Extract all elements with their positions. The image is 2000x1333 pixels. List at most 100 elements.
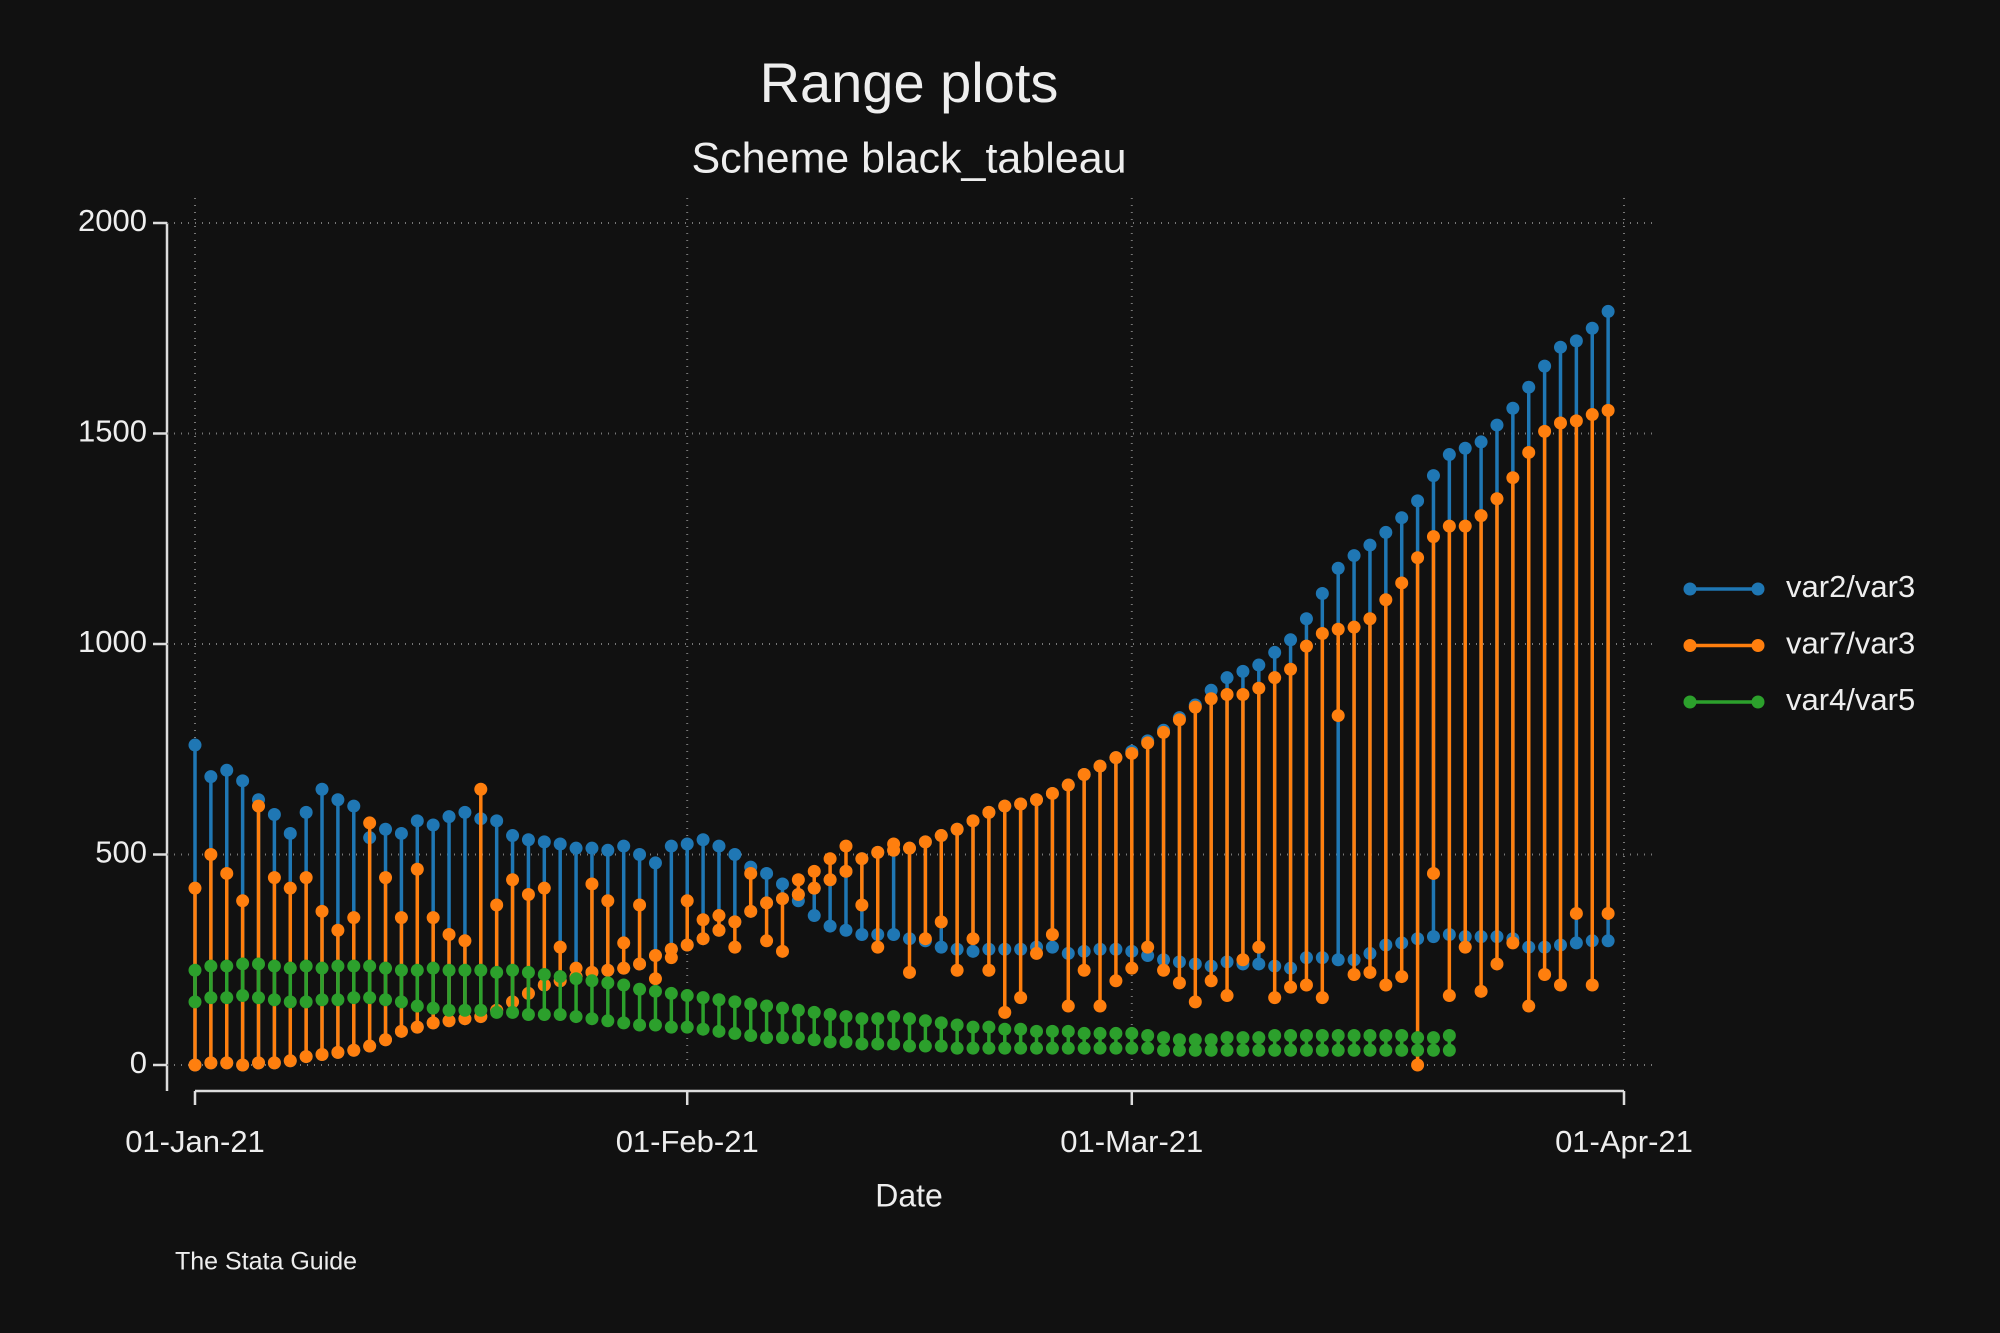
range-end — [950, 963, 964, 977]
range-end — [1490, 957, 1504, 971]
range-end — [1268, 991, 1282, 1005]
range-end — [1014, 1022, 1028, 1036]
range-end — [236, 774, 250, 788]
range-end — [871, 1037, 885, 1051]
range-end — [1125, 1026, 1139, 1040]
range-end — [712, 909, 726, 923]
range-end — [617, 839, 631, 853]
range-end — [966, 932, 980, 946]
range-end — [1347, 1043, 1361, 1057]
range-end — [1236, 688, 1250, 702]
range-end — [1045, 940, 1059, 954]
range-end — [918, 932, 932, 946]
range-end — [807, 1005, 821, 1019]
range-end — [299, 1050, 313, 1064]
range-end — [1490, 418, 1504, 432]
range-end — [728, 915, 742, 929]
range-end — [442, 927, 456, 941]
range-end — [601, 1014, 615, 1028]
range-end — [823, 852, 837, 866]
range-end — [521, 965, 535, 979]
range-end — [1252, 681, 1266, 695]
range-end — [1553, 978, 1567, 992]
x-tick-label: 01-Jan-21 — [125, 1124, 265, 1159]
range-end — [458, 1003, 472, 1017]
range-end — [1268, 1043, 1282, 1057]
range-end — [347, 1043, 361, 1057]
range-end — [1569, 334, 1583, 348]
range-end — [617, 961, 631, 975]
range-end — [204, 959, 218, 973]
range-end — [1077, 768, 1091, 782]
range-end — [1204, 1043, 1218, 1057]
range-end — [347, 959, 361, 973]
range-end — [1395, 576, 1409, 590]
range-end — [839, 1035, 853, 1049]
range-end — [315, 1047, 329, 1061]
range-end — [712, 1024, 726, 1038]
range-end — [1601, 906, 1615, 920]
range-end — [1585, 321, 1599, 335]
range-end — [267, 871, 281, 885]
range-end — [696, 913, 710, 927]
range-end — [1315, 1029, 1329, 1043]
range-end — [664, 986, 678, 1000]
range-end — [1585, 408, 1599, 422]
range-end — [379, 1033, 393, 1047]
range-end — [1426, 866, 1440, 880]
range-end — [839, 923, 853, 937]
range-end — [664, 1020, 678, 1034]
range-end — [204, 770, 218, 784]
range-end — [966, 1041, 980, 1055]
range-end — [918, 1039, 932, 1053]
range-end — [966, 814, 980, 828]
x-tick-label: 01-Apr-21 — [1555, 1124, 1693, 1159]
range-end — [1315, 626, 1329, 640]
range-end — [506, 1005, 520, 1019]
range-end — [1569, 414, 1583, 428]
range-end — [1252, 1043, 1266, 1057]
range-end — [442, 963, 456, 977]
range-end — [633, 957, 647, 971]
range-end — [585, 877, 599, 891]
range-end — [299, 805, 313, 819]
range-end — [188, 963, 202, 977]
range-end — [1204, 692, 1218, 706]
range-end — [1411, 494, 1425, 508]
range-end — [1395, 511, 1409, 525]
range-end — [1442, 989, 1456, 1003]
range-end — [918, 1014, 932, 1028]
range-end — [998, 1005, 1012, 1019]
range-end — [633, 848, 647, 861]
range-end — [1109, 1026, 1123, 1040]
range-end — [1522, 380, 1536, 394]
range-end — [1220, 688, 1234, 702]
range-end — [331, 1045, 345, 1059]
range-end — [458, 934, 472, 948]
range-end — [934, 829, 948, 843]
range-end — [1315, 991, 1329, 1005]
range-end — [315, 961, 329, 975]
range-end — [1379, 1029, 1393, 1043]
range-end — [1458, 940, 1472, 954]
range-end — [1411, 1058, 1425, 1072]
range-end — [1299, 612, 1313, 626]
range-end — [236, 957, 250, 971]
range-end — [252, 1056, 266, 1070]
range-end — [442, 1003, 456, 1017]
range-end — [331, 993, 345, 1007]
range-end — [855, 1012, 869, 1026]
range-end — [315, 904, 329, 918]
range-end — [712, 923, 726, 937]
range-end — [490, 1005, 504, 1019]
range-end — [1172, 1033, 1186, 1047]
range-end — [1157, 963, 1171, 977]
range-end — [1474, 984, 1488, 998]
range-end — [1141, 1041, 1155, 1055]
range-end — [680, 938, 694, 952]
range-end — [585, 841, 599, 855]
range-end — [823, 1007, 837, 1021]
range-end — [1538, 359, 1552, 373]
range-end — [1220, 1043, 1234, 1057]
range-end — [775, 944, 789, 958]
